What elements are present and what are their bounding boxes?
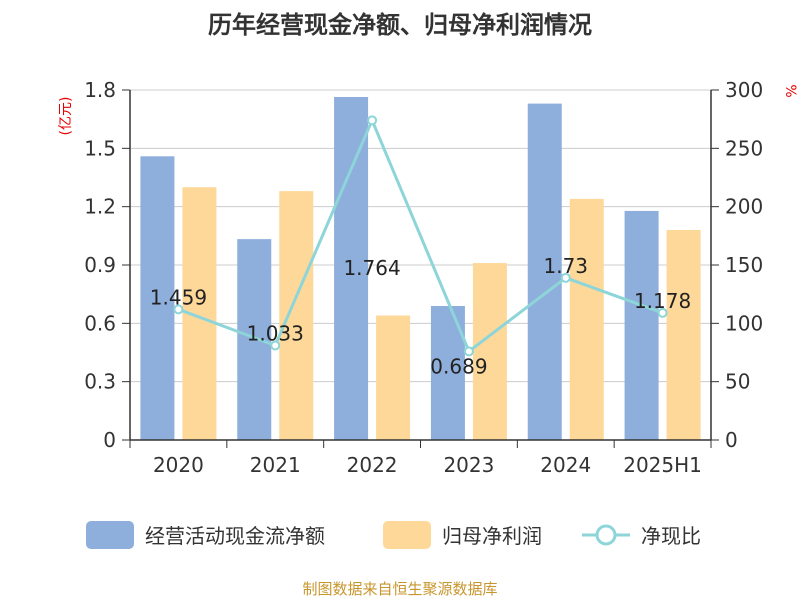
left-tick-label: 1.2 <box>84 195 116 219</box>
x-tick-label: 2024 <box>540 453 591 477</box>
ratio-line <box>173 115 668 357</box>
legend-swatch-net-profit <box>383 521 431 549</box>
x-tick-label: 2023 <box>443 453 494 477</box>
chart-title: 历年经营现金净额、归母净利润情况 <box>208 11 592 39</box>
legend-label-cashflow: 经营活动现金流净额 <box>145 524 325 548</box>
ratio-line-path <box>177 116 664 354</box>
left-tick-label: 0.9 <box>84 253 116 277</box>
grid-lines <box>130 89 711 383</box>
right-tick-label: 300 <box>725 78 763 102</box>
ratio-point <box>367 115 378 126</box>
tick-labels: 0 0 0.3 50 0.6 100 0.9 150 1.2 200 1.5 250 1.8 300 202… <box>84 78 763 477</box>
legend-swatch-cashflow <box>86 521 134 549</box>
data-label: 1.459 <box>150 285 207 309</box>
ratio-point <box>560 272 571 283</box>
data-label: 1.73 <box>543 254 588 278</box>
bar-net-profit <box>569 198 604 440</box>
left-tick-label: 0.6 <box>84 311 116 335</box>
right-tick-label: 0 <box>725 428 738 452</box>
left-tick-label: 0.3 <box>84 370 116 394</box>
bar-net-profit <box>666 230 701 440</box>
data-label: 1.764 <box>343 256 400 280</box>
bar-cashflow <box>334 97 369 440</box>
bar-net-profit <box>376 315 411 440</box>
ratio-point <box>463 346 474 357</box>
right-tick-label: 150 <box>725 253 763 277</box>
ratio-point <box>270 340 281 351</box>
legend-swatch-ratio-marker <box>595 524 617 546</box>
bar-net-profit <box>472 263 507 440</box>
right-tick-label: 250 <box>725 136 763 160</box>
source-note: 制图数据来自恒生聚源数据库 <box>302 580 497 598</box>
bar-cashflow <box>237 239 272 440</box>
bar-cashflow <box>527 103 562 440</box>
left-tick-label: 1.5 <box>84 136 116 160</box>
data-labels: 1.459 1.033 1.764 0.689 1.73 1.178 <box>150 254 691 379</box>
left-tick-label: 0 <box>103 428 116 452</box>
right-axis-unit: % <box>782 84 798 97</box>
x-tick-label: 2020 <box>153 453 204 477</box>
right-tick-label: 50 <box>725 370 750 394</box>
data-label: 0.689 <box>430 354 487 378</box>
legend-item-ratio[interactable]: 净现比 <box>582 524 701 548</box>
data-label: 1.178 <box>634 289 691 313</box>
legend-label-ratio: 净现比 <box>641 524 701 548</box>
bars <box>140 97 701 441</box>
bar-cashflow <box>624 210 659 440</box>
legend-item-cashflow[interactable]: 经营活动现金流净额 <box>86 521 325 549</box>
bar-net-profit <box>279 191 314 440</box>
bar-cashflow <box>140 156 175 441</box>
legend-item-net-profit[interactable]: 归母净利润 <box>383 521 542 549</box>
left-axis-unit: (亿元) <box>58 97 74 136</box>
axes <box>122 89 719 448</box>
x-tick-label: 2021 <box>250 453 301 477</box>
ratio-point <box>173 304 184 315</box>
legend: 经营活动现金流净额 归母净利润 净现比 <box>86 521 701 549</box>
ratio-point <box>657 307 668 318</box>
x-tick-label: 2025H1 <box>623 453 702 477</box>
right-tick-label: 100 <box>725 311 763 335</box>
right-tick-label: 200 <box>725 195 763 219</box>
data-label: 1.033 <box>247 322 304 346</box>
x-tick-label: 2022 <box>347 453 398 477</box>
left-tick-label: 1.8 <box>84 78 116 102</box>
legend-label-net-profit: 归母净利润 <box>442 524 542 548</box>
